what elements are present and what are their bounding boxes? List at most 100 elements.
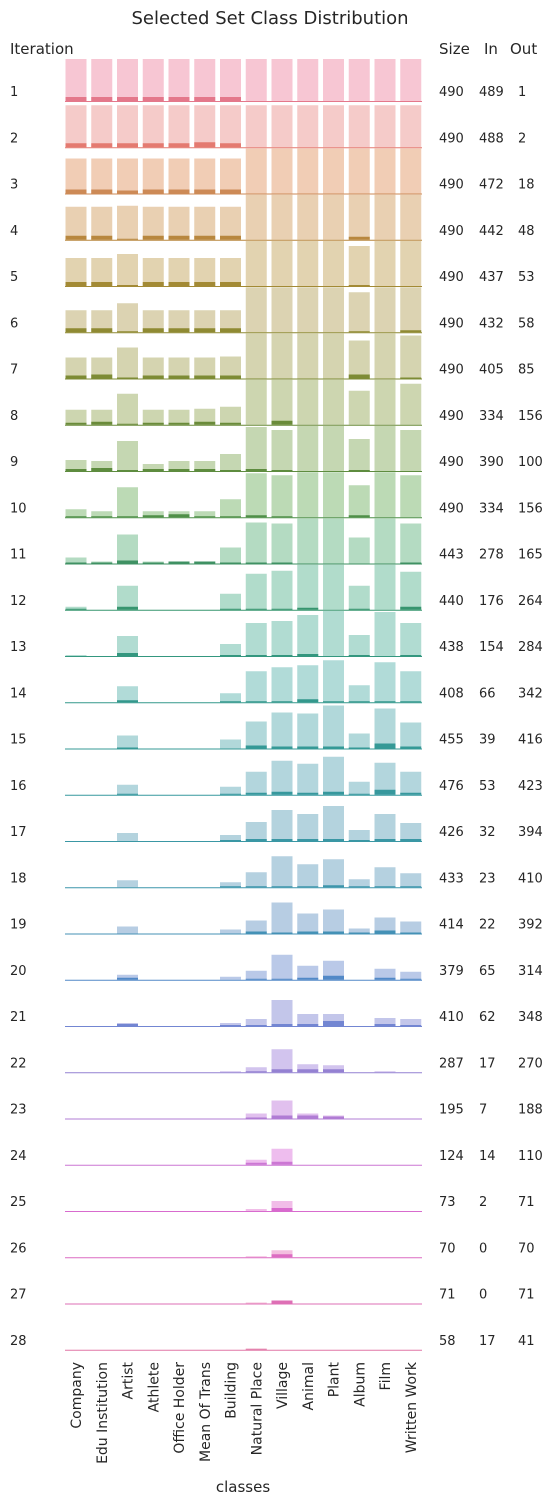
in-bar [220,793,241,795]
bar [400,59,422,101]
in-bar [194,469,216,471]
in-bar [117,97,138,101]
in-value: 390 [479,455,504,470]
in-bar [271,1115,293,1119]
out-value: 314 [518,964,543,979]
in-value: 17 [479,1334,496,1349]
in-bar [245,839,267,841]
iteration-label: 2 [10,131,18,146]
class-tick-labels: Company Edu Institution Artist Athlete Offic… [69,1361,420,1464]
bar [245,1113,267,1119]
bar [271,333,293,379]
in-bar [194,421,216,425]
iteration-label: 8 [10,409,18,424]
bar [65,158,87,194]
in-bar [65,143,87,148]
in-value: 278 [479,548,504,563]
bar [348,685,370,703]
in-bar [168,561,190,564]
size-value: 490 [439,316,464,331]
size-value: 438 [439,640,464,655]
bar [271,954,293,980]
in-bar [297,931,319,934]
bar [245,427,267,471]
in-bar [117,285,138,286]
in-bar [271,932,293,934]
bar [297,965,319,980]
in-bar [65,608,87,610]
iteration-label: 14 [10,686,27,701]
in-bar [323,701,344,703]
bar [348,879,370,888]
bar [65,258,87,286]
bar [117,347,138,379]
out-value: 71 [518,1288,535,1303]
bar [117,974,138,980]
in-bar [117,977,138,980]
in-bar [297,1069,319,1073]
in-bar [271,1161,293,1165]
in-bar [220,655,241,656]
bar [194,158,216,194]
in-bar [220,328,241,333]
class-tick-label: Village [275,1362,291,1409]
bar [117,784,138,795]
bar [245,771,267,795]
bar [117,393,138,425]
iteration-row-26: 26 70 0 70 [10,1241,535,1259]
bar [142,258,164,286]
bar [400,971,422,980]
bar [117,926,138,934]
bar [220,976,241,980]
bar [297,472,319,518]
in-bar [245,792,267,795]
out-value: 264 [518,594,543,609]
out-value: 71 [518,1195,535,1210]
in-bar [91,516,113,518]
in-bar [142,515,164,518]
bar [194,206,216,240]
bar [271,1148,293,1165]
bar [245,287,267,333]
in-bar [348,374,370,379]
in-value: 432 [479,316,504,331]
iteration-row-11: 11 443 278 165 [10,518,543,565]
in-bar [65,469,87,471]
bar [117,487,138,518]
bar [117,59,138,101]
bar [65,59,87,101]
bar [400,241,422,286]
iteration-label: 26 [10,1241,27,1256]
size-value: 408 [439,686,464,701]
in-bar [65,375,87,379]
bar [271,1201,293,1211]
in-bar [142,143,164,148]
in-bar [374,789,396,795]
bar [245,379,267,425]
in-value: 437 [479,270,504,285]
iteration-row-18: 18 433 23 410 [10,856,543,889]
in-bar [220,375,241,379]
out-value: 188 [518,1103,543,1118]
in-bar [400,886,422,888]
in-bar [117,238,138,240]
in-bar [65,282,87,286]
bar [220,644,241,656]
in-bar [348,470,370,471]
in-bar [91,97,113,101]
bar [271,241,293,286]
bar [245,573,267,610]
iteration-label: 16 [10,779,27,794]
bar [117,441,138,471]
iteration-label: 18 [10,871,27,886]
bar [348,439,370,471]
bar [374,333,396,379]
in-bar [220,282,241,286]
iteration-rows: 1 490 489 12 490 488 23 490 472 184 490 442 485 490 43… [10,59,543,1351]
size-value: 124 [439,1149,464,1164]
in-bar [271,1254,293,1258]
out-value: 394 [518,825,543,840]
bar [374,194,396,240]
size-value: 490 [439,178,464,193]
size-value: 71 [439,1288,456,1303]
